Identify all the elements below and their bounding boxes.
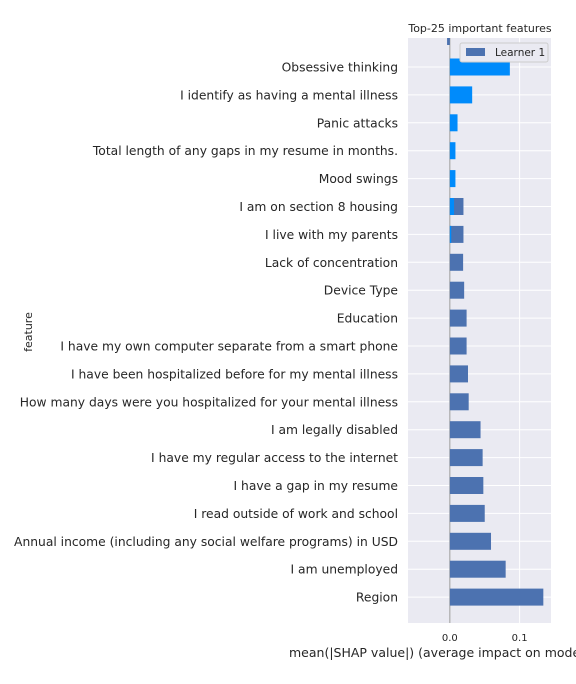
category-label: I identify as having a mental illness xyxy=(180,88,398,102)
bars xyxy=(447,38,544,606)
bar-learner-1 xyxy=(449,225,464,243)
bar-overlay xyxy=(449,225,452,243)
category-label: Mood swings xyxy=(319,172,398,186)
category-label: Panic attacks xyxy=(317,116,398,130)
chart-title: Top-25 important features xyxy=(407,22,552,35)
x-tick-label: 0.0 xyxy=(442,633,458,644)
category-labels: Obsessive thinking I identify as having a… xyxy=(14,61,398,605)
category-label: I have a gap in my resume xyxy=(234,479,399,493)
bar-learner-1 xyxy=(449,477,484,494)
legend-swatch xyxy=(466,48,485,56)
bar-overlay xyxy=(449,114,458,132)
bar-learner-1 xyxy=(449,560,506,578)
bar-overlay xyxy=(449,86,473,104)
x-axis-label: mean(|SHAP value|) (average impact on mo… xyxy=(289,645,576,660)
bar-overlay xyxy=(449,58,510,76)
category-label: Region xyxy=(356,591,398,605)
bar-overlay xyxy=(449,198,455,215)
bar-learner-1 xyxy=(449,532,492,550)
category-label: Lack of concentration xyxy=(265,256,398,270)
bar-clipped-top xyxy=(447,38,450,45)
plot-background xyxy=(408,38,551,623)
bar-learner-1 xyxy=(449,365,468,383)
bar-learner-1 xyxy=(449,281,465,299)
x-tick-labels: 0.0 0.1 xyxy=(442,633,528,644)
bar-overlay xyxy=(449,170,456,188)
category-label: Device Type xyxy=(324,284,398,298)
category-label: Education xyxy=(337,312,398,326)
category-label: I am legally disabled xyxy=(271,423,398,437)
x-tick-label: 0.1 xyxy=(512,633,528,644)
category-label: I live with my parents xyxy=(265,228,398,242)
bar-learner-1 xyxy=(449,393,469,411)
category-label: Annual income (including any social welf… xyxy=(14,535,398,549)
category-label: Total length of any gaps in my resume in… xyxy=(92,144,398,158)
bar-learner-1 xyxy=(449,588,544,606)
bar-learner-1 xyxy=(449,309,467,327)
category-label: How many days were you hospitalized for … xyxy=(20,395,398,409)
category-label: I am unemployed xyxy=(291,563,398,577)
legend-label: Learner 1 xyxy=(495,47,545,59)
y-axis-label: feature xyxy=(22,312,35,352)
category-label: I have been hospitalized before for my m… xyxy=(71,367,398,381)
legend: Learner 1 xyxy=(459,42,549,63)
bar-learner-1 xyxy=(449,253,464,271)
bar-learner-1 xyxy=(449,504,485,522)
bar-learner-1 xyxy=(449,421,481,439)
category-label: I read outside of work and school xyxy=(194,507,398,521)
category-label: I am on section 8 housing xyxy=(239,200,398,214)
bar-learner-1 xyxy=(449,449,483,467)
legend-box xyxy=(459,42,549,63)
category-label: I have my own computer separate from a s… xyxy=(60,340,398,354)
category-label: I have my regular access to the internet xyxy=(151,451,398,465)
category-label: Obsessive thinking xyxy=(282,61,398,75)
bar-learner-1 xyxy=(449,337,467,355)
bar-overlay xyxy=(449,142,456,160)
